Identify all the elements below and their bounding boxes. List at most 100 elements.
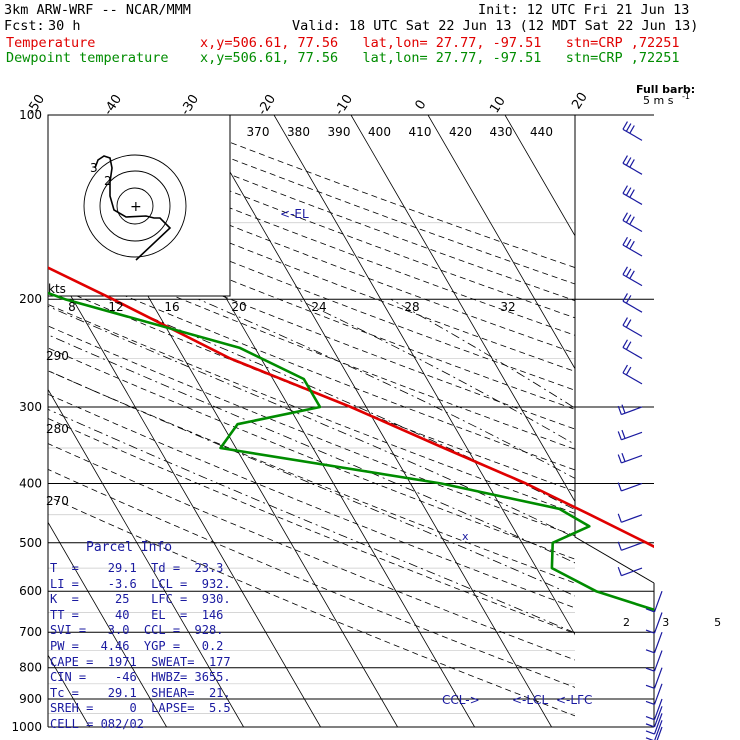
isotherm <box>659 115 740 727</box>
dewpoint-profile <box>48 291 654 612</box>
barb-staff <box>653 650 663 672</box>
pressure-tick-label: 800 <box>19 661 42 675</box>
barb-flag <box>645 723 655 728</box>
barb-flag <box>617 566 622 576</box>
parcel-info-row: CELL = 082/02 <box>50 717 144 731</box>
hodograph-speed-label: 8 <box>68 300 76 314</box>
lfc-marker: <-LFC <box>556 693 592 707</box>
barb-staff <box>621 567 643 577</box>
dewpoint-legend: Dewpoint temperature <box>6 50 169 66</box>
wind-barb <box>645 720 663 740</box>
theta-label: 420 <box>449 125 472 139</box>
pressure-tick-label: 900 <box>19 692 42 706</box>
parcel-info-row: TT = 40 EL = 146 <box>50 607 224 622</box>
pressure-tick-label: 200 <box>19 292 42 306</box>
barb-flag <box>622 155 628 164</box>
mixing-ratio-line <box>728 591 740 727</box>
pressure-tick-label: 100 <box>19 108 42 122</box>
barb-flag <box>617 482 622 492</box>
temperature-tick-label: -40 <box>101 92 125 118</box>
barb-flag <box>625 238 632 248</box>
temperature-tick-label: -30 <box>178 92 202 118</box>
pressure-tick-label: 400 <box>19 476 42 490</box>
barb-flag <box>629 216 635 225</box>
dry-adiabat <box>48 495 575 717</box>
parcel-info-row: K = 25 LFC = 930. <box>50 592 231 607</box>
barb-flag <box>622 236 628 246</box>
parcel-info-row: PW = 4.46 YGP = 0.2 <box>50 639 224 653</box>
hodograph: +32 kts <box>47 114 231 297</box>
parcel-marker: x <box>462 530 469 543</box>
wind-barb <box>622 236 643 257</box>
lcl-marker: <-LCL <box>512 693 548 707</box>
theta-label: 380 <box>287 125 310 139</box>
ccl-marker: CCL-> <box>442 693 480 707</box>
theta-label: 440 <box>530 125 553 139</box>
isotherm <box>427 115 575 370</box>
parcel-info-row: Tc = 29.1 SHEAR= 21. <box>50 685 231 700</box>
barb-flag <box>625 123 632 132</box>
el-marker: <-EL <box>280 207 309 221</box>
hodograph-speed-label: 16 <box>164 300 179 314</box>
barb-flag <box>629 189 635 198</box>
lower-theta-label: 290 <box>46 349 69 363</box>
barb-flag <box>622 185 628 194</box>
barb-flag <box>625 268 632 277</box>
barb-flag <box>629 240 635 250</box>
barb-staff <box>621 454 643 464</box>
moist-adiabat <box>198 298 575 479</box>
barb-flag <box>645 608 655 613</box>
barb-staff <box>622 372 643 385</box>
barb-staff <box>621 542 643 551</box>
temperature-tick-label: -20 <box>255 92 279 118</box>
hodograph-frame <box>47 114 231 297</box>
hodograph-ring <box>83 154 187 258</box>
isotherm <box>48 388 244 727</box>
barb-staff <box>622 162 643 175</box>
temperature-tick-label: 0 <box>413 98 430 113</box>
barb-flag <box>625 366 632 376</box>
barb-flag <box>629 159 635 168</box>
temperature-tick: 0 <box>413 98 430 113</box>
barb-staff <box>622 192 643 205</box>
barb-flag <box>622 339 628 348</box>
mixing-ratio-label: 2 <box>623 616 630 629</box>
barb-flag <box>645 700 655 706</box>
barb-flag <box>645 730 655 735</box>
wind-barb <box>645 631 663 654</box>
barb-flag <box>617 405 622 415</box>
barb-flag <box>617 541 622 551</box>
temperature-tick-label: -10 <box>332 92 356 118</box>
dry-adiabat <box>48 224 575 430</box>
temperature-tick: -10 <box>332 92 356 118</box>
isotherm <box>736 115 740 727</box>
pressure-tick-label: 1000 <box>11 720 42 734</box>
series-layer <box>48 266 654 612</box>
barb-staff <box>653 667 663 689</box>
hodograph-speed-label: 20 <box>231 300 246 314</box>
barb-flag <box>617 454 622 464</box>
barb-flag <box>645 667 655 672</box>
wind-barb <box>656 726 663 740</box>
barb-staff <box>622 347 643 360</box>
wind-barb <box>617 541 643 551</box>
temperature-tick: -20 <box>255 92 279 118</box>
barb-staff <box>621 406 643 416</box>
barb-flag <box>622 212 628 221</box>
barb-staff <box>653 698 663 720</box>
barb-staff <box>622 274 643 287</box>
theta-label: 410 <box>409 125 432 139</box>
temperature-location-info: x,y=506.61, 77.56 lat,lon= 27.77, -97.51… <box>200 35 680 51</box>
wind-barb <box>645 698 663 721</box>
wind-barb <box>617 482 643 492</box>
barb-staff <box>653 706 663 728</box>
theta-label: 400 <box>368 125 391 139</box>
model-title: 3km ARW-WRF -- NCAR/MMM <box>4 2 191 18</box>
wind-barb <box>617 513 643 523</box>
mixing-ratio-line <box>627 591 740 727</box>
dry-adiabat <box>48 393 575 609</box>
hodograph-speed-label: 24 <box>311 300 326 314</box>
label-layer: 2358122037038039040041042043044029028027… <box>46 83 721 707</box>
temperature-tick: -30 <box>178 92 202 118</box>
